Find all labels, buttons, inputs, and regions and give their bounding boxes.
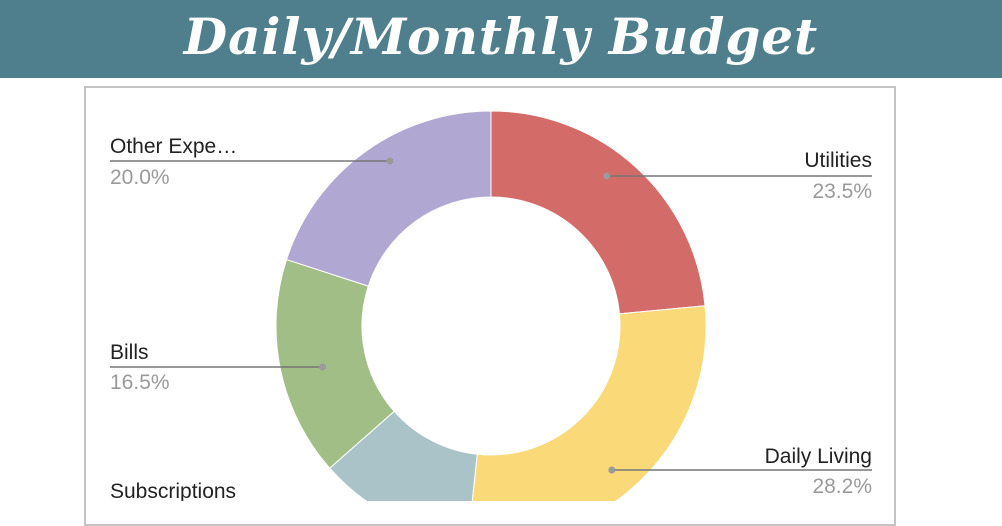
slice-label-daily-living: Daily Living: [765, 445, 872, 468]
leader-dot-other-expe: [386, 157, 394, 165]
label-group-utilities: Utilities 23.5%: [603, 149, 872, 203]
leader-dot-daily-living: [608, 466, 616, 474]
slice-daily-living: [471, 305, 707, 501]
slice-percent-daily-living: 28.2%: [812, 475, 872, 498]
slice-percent-other-expe: 20.0%: [110, 166, 170, 189]
header-banner: Daily/Monthly Budget: [0, 0, 1002, 78]
label-group-daily-living: Daily Living 28.2%: [608, 445, 872, 498]
slice-label-other-expe: Other Expe…: [110, 135, 237, 158]
slice-label-bills: Bills: [110, 341, 149, 364]
leader-dot-bills: [319, 363, 327, 371]
slice-other-expe: [285, 110, 492, 287]
slice-utilities: [490, 110, 706, 315]
page-title: Daily/Monthly Budget: [183, 7, 819, 66]
label-group-subscriptions: Subscriptions: [110, 480, 236, 501]
slice-percent-bills: 16.5%: [110, 371, 170, 394]
label-group-bills: Bills 16.5%: [110, 341, 327, 394]
label-group-other-expe: Other Expe… 20.0%: [110, 135, 394, 189]
donut-chart: Utilities 23.5% Daily Living 28.2% Subscript…: [110, 110, 872, 501]
leader-dot-utilities: [603, 172, 611, 180]
slice-percent-utilities: 23.5%: [812, 180, 872, 203]
slice-label-subscriptions: Subscriptions: [110, 480, 236, 501]
slice-label-utilities: Utilities: [804, 149, 872, 172]
